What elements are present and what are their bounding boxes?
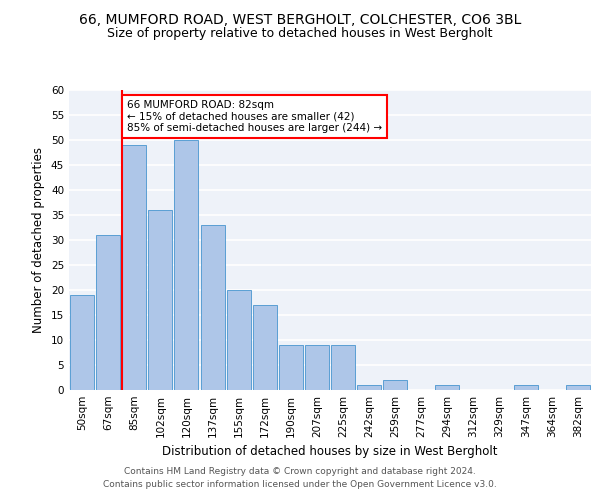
Bar — [70, 295, 94, 390]
Bar — [331, 345, 355, 390]
Bar — [148, 210, 172, 390]
Text: 66 MUMFORD ROAD: 82sqm
← 15% of detached houses are smaller (42)
85% of semi-det: 66 MUMFORD ROAD: 82sqm ← 15% of detached… — [127, 100, 382, 133]
Bar — [279, 345, 303, 390]
Bar — [305, 345, 329, 390]
Bar — [175, 140, 199, 390]
Bar — [357, 385, 381, 390]
Y-axis label: Number of detached properties: Number of detached properties — [32, 147, 46, 333]
Bar — [566, 385, 590, 390]
Bar — [253, 305, 277, 390]
Bar — [436, 385, 460, 390]
Text: 66, MUMFORD ROAD, WEST BERGHOLT, COLCHESTER, CO6 3BL: 66, MUMFORD ROAD, WEST BERGHOLT, COLCHES… — [79, 12, 521, 26]
Bar — [383, 380, 407, 390]
Bar — [514, 385, 538, 390]
Text: Contains HM Land Registry data © Crown copyright and database right 2024.
Contai: Contains HM Land Registry data © Crown c… — [103, 467, 497, 489]
Bar — [96, 235, 120, 390]
Text: Size of property relative to detached houses in West Bergholt: Size of property relative to detached ho… — [107, 28, 493, 40]
Bar — [122, 145, 146, 390]
Bar — [200, 225, 224, 390]
X-axis label: Distribution of detached houses by size in West Bergholt: Distribution of detached houses by size … — [162, 446, 498, 458]
Bar — [227, 290, 251, 390]
